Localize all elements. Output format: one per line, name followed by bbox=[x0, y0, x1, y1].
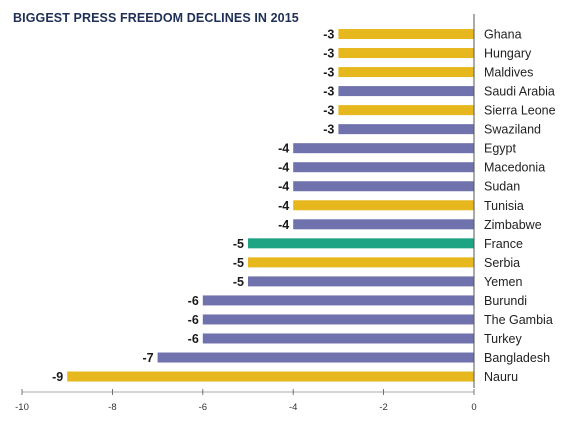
value-label: -9 bbox=[52, 370, 63, 384]
value-label: -6 bbox=[188, 332, 199, 346]
category-label: Serbia bbox=[484, 256, 520, 270]
category-label: France bbox=[484, 237, 523, 251]
value-label: -3 bbox=[323, 28, 334, 42]
x-axis: -10 -8 -6 -4 -2 0 bbox=[15, 389, 477, 413]
category-label: Tunisia bbox=[484, 199, 524, 213]
category-label: Turkey bbox=[484, 332, 522, 346]
bar-swaziland bbox=[338, 124, 474, 135]
value-label: -3 bbox=[323, 85, 334, 99]
bars-group bbox=[67, 29, 475, 382]
x-tick-label: -6 bbox=[199, 402, 207, 413]
category-label: The Gambia bbox=[484, 313, 553, 327]
bar-egypt bbox=[293, 143, 474, 154]
value-label: -4 bbox=[278, 142, 289, 156]
category-labels-group: Ghana Hungary Maldives Saudi Arabia Sierra L… bbox=[484, 28, 556, 385]
bar-ghana bbox=[338, 29, 474, 39]
category-label: Yemen bbox=[484, 275, 523, 289]
x-tick-label: -4 bbox=[289, 402, 297, 413]
category-label: Zimbabwe bbox=[484, 218, 542, 232]
category-label: Egypt bbox=[484, 142, 516, 156]
bar-serbia bbox=[248, 257, 474, 268]
category-label: Hungary bbox=[484, 47, 532, 61]
bar-bangladesh bbox=[157, 352, 474, 363]
bar-hungary bbox=[338, 48, 474, 59]
value-label: -5 bbox=[233, 256, 244, 270]
category-label: Maldives bbox=[484, 66, 533, 80]
bar-turkey bbox=[202, 333, 475, 344]
value-label: -3 bbox=[323, 123, 334, 137]
value-label: -4 bbox=[278, 199, 289, 213]
bar-burundi bbox=[202, 295, 475, 306]
value-label: -6 bbox=[188, 313, 199, 327]
bar-saudi-arabia bbox=[338, 86, 474, 97]
bar-macedonia bbox=[293, 162, 474, 173]
bar-france bbox=[248, 238, 474, 249]
value-label: -4 bbox=[278, 161, 289, 175]
value-label: -4 bbox=[278, 218, 289, 232]
value-labels-group: -3 -3 -3 -3 -3 -3 -4 -4 -4 -4 -4 -5 -5 -5 -6 -6 -6 -7 -9 bbox=[52, 28, 334, 385]
value-label: -5 bbox=[233, 275, 244, 289]
x-tick-label: 0 bbox=[471, 402, 476, 413]
value-label: -7 bbox=[142, 351, 153, 365]
bar-nauru bbox=[67, 371, 474, 382]
value-label: -3 bbox=[323, 104, 334, 118]
x-tick-label: -2 bbox=[379, 402, 387, 413]
value-label: -4 bbox=[278, 180, 289, 194]
category-label: Bangladesh bbox=[484, 351, 550, 365]
category-label: Sierra Leone bbox=[484, 104, 556, 118]
value-label: -3 bbox=[323, 47, 334, 61]
bar-sudan bbox=[293, 181, 474, 192]
value-label: -6 bbox=[188, 294, 199, 308]
category-label: Burundi bbox=[484, 294, 527, 308]
bar-tunisia bbox=[293, 200, 474, 211]
bar-zimbabwe bbox=[293, 219, 474, 230]
value-label: -5 bbox=[233, 237, 244, 251]
category-label: Sudan bbox=[484, 180, 520, 194]
x-tick-label: -8 bbox=[108, 402, 116, 413]
category-label: Swaziland bbox=[484, 123, 541, 137]
bar-yemen bbox=[248, 276, 474, 287]
category-label: Saudi Arabia bbox=[484, 85, 555, 99]
bar-the-gambia bbox=[202, 314, 475, 325]
value-label: -3 bbox=[323, 66, 334, 80]
bar-sierra-leone bbox=[338, 105, 474, 116]
bar-maldives bbox=[338, 67, 474, 78]
category-label: Nauru bbox=[484, 370, 518, 384]
x-tick-label: -10 bbox=[15, 402, 29, 413]
category-label: Ghana bbox=[484, 28, 522, 42]
chart-title: BIGGEST PRESS FREEDOM DECLINES IN 2015 bbox=[13, 11, 299, 25]
category-label: Macedonia bbox=[484, 161, 545, 175]
